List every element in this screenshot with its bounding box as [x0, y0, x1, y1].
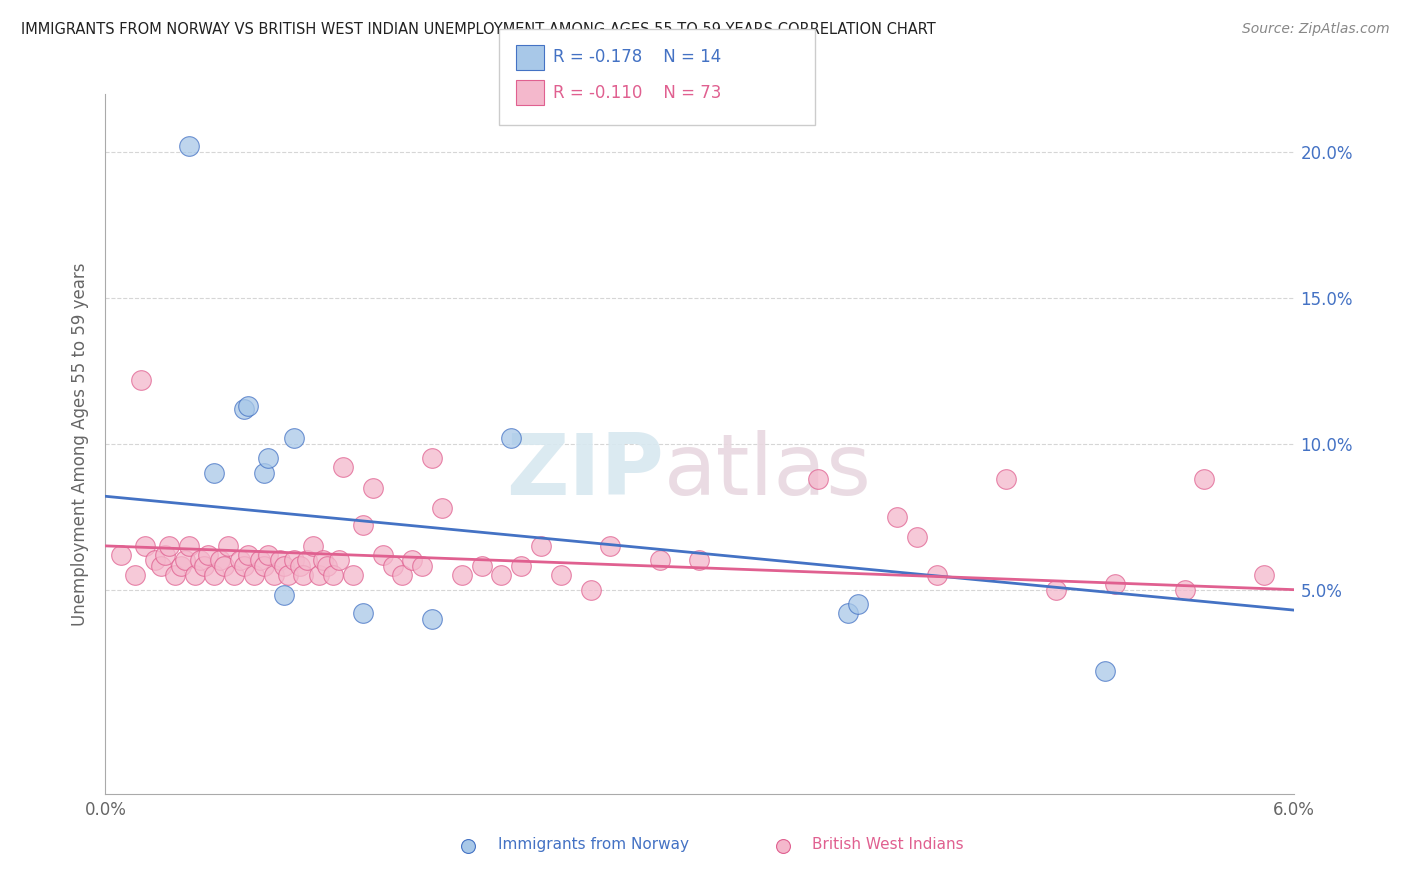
Point — [236, 399, 259, 413]
Point — [471, 559, 494, 574]
Point — [1194, 472, 1216, 486]
Point — [905, 530, 928, 544]
Point — [886, 509, 908, 524]
Text: Immigrants from Norway: Immigrants from Norway — [498, 838, 689, 853]
Point — [550, 568, 572, 582]
Point — [332, 460, 354, 475]
Point — [927, 568, 949, 582]
Point — [214, 559, 236, 574]
Text: Source: ZipAtlas.com: Source: ZipAtlas.com — [1241, 22, 1389, 37]
Point — [273, 589, 295, 603]
Point — [183, 568, 205, 582]
Point — [243, 568, 266, 582]
Point — [1045, 582, 1067, 597]
Point — [190, 553, 212, 567]
Point — [155, 731, 177, 745]
Point — [149, 559, 172, 574]
Point — [177, 539, 200, 553]
Point — [253, 466, 276, 480]
Point — [837, 606, 859, 620]
Point — [420, 451, 443, 466]
Point — [163, 568, 186, 582]
Point — [124, 568, 146, 582]
Point — [1174, 582, 1197, 597]
Point — [995, 472, 1018, 486]
Text: ZIP: ZIP — [506, 430, 664, 513]
Point — [430, 500, 453, 515]
Point — [297, 553, 319, 567]
Point — [207, 731, 229, 745]
Point — [302, 539, 325, 553]
Text: British West Indians: British West Indians — [813, 838, 965, 853]
Point — [316, 559, 339, 574]
Point — [256, 451, 278, 466]
Point — [401, 553, 423, 567]
Point — [209, 553, 232, 567]
Point — [322, 568, 344, 582]
Point — [249, 553, 271, 567]
Point — [579, 582, 602, 597]
Y-axis label: Unemployment Among Ages 55 to 59 years: Unemployment Among Ages 55 to 59 years — [72, 262, 90, 625]
Point — [491, 568, 513, 582]
Point — [352, 606, 374, 620]
Point — [420, 612, 443, 626]
Point — [217, 539, 239, 553]
Text: R = -0.178    N = 14: R = -0.178 N = 14 — [553, 48, 721, 66]
Point — [193, 559, 215, 574]
Point — [269, 553, 291, 567]
Point — [1253, 568, 1275, 582]
Point — [202, 568, 225, 582]
Point — [312, 553, 335, 567]
Text: R = -0.110    N = 73: R = -0.110 N = 73 — [553, 84, 721, 102]
Point — [391, 568, 413, 582]
Point — [510, 559, 533, 574]
Point — [157, 539, 180, 553]
Point — [292, 568, 315, 582]
Point — [236, 548, 259, 562]
Point — [224, 568, 246, 582]
Point — [501, 431, 523, 445]
Point — [229, 553, 252, 567]
Point — [233, 559, 256, 574]
Point — [450, 568, 472, 582]
Point — [129, 373, 152, 387]
Point — [530, 539, 553, 553]
Point — [599, 539, 621, 553]
Point — [846, 597, 869, 611]
Point — [202, 466, 225, 480]
Point — [411, 559, 433, 574]
Point — [256, 548, 278, 562]
Point — [197, 548, 219, 562]
Point — [170, 559, 193, 574]
Point — [263, 568, 285, 582]
Point — [283, 553, 305, 567]
Point — [110, 548, 132, 562]
Point — [352, 518, 374, 533]
Point — [807, 472, 830, 486]
Point — [173, 553, 195, 567]
Point — [273, 559, 295, 574]
Point — [253, 559, 276, 574]
Point — [342, 568, 364, 582]
Point — [371, 548, 394, 562]
Point — [134, 539, 156, 553]
Point — [233, 401, 256, 416]
Point — [308, 568, 330, 582]
Text: atlas: atlas — [664, 430, 872, 513]
Point — [1094, 665, 1116, 679]
Point — [177, 139, 200, 153]
Point — [381, 559, 404, 574]
Text: IMMIGRANTS FROM NORWAY VS BRITISH WEST INDIAN UNEMPLOYMENT AMONG AGES 55 TO 59 Y: IMMIGRANTS FROM NORWAY VS BRITISH WEST I… — [21, 22, 936, 37]
Point — [1104, 576, 1126, 591]
Point — [288, 559, 311, 574]
Point — [153, 548, 176, 562]
Point — [283, 431, 305, 445]
Point — [328, 553, 350, 567]
Point — [361, 481, 384, 495]
Point — [689, 553, 711, 567]
Point — [648, 553, 671, 567]
Point — [277, 568, 299, 582]
Point — [143, 553, 166, 567]
